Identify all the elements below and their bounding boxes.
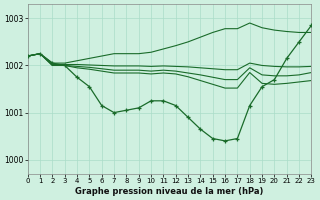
X-axis label: Graphe pression niveau de la mer (hPa): Graphe pression niveau de la mer (hPa) (76, 187, 264, 196)
